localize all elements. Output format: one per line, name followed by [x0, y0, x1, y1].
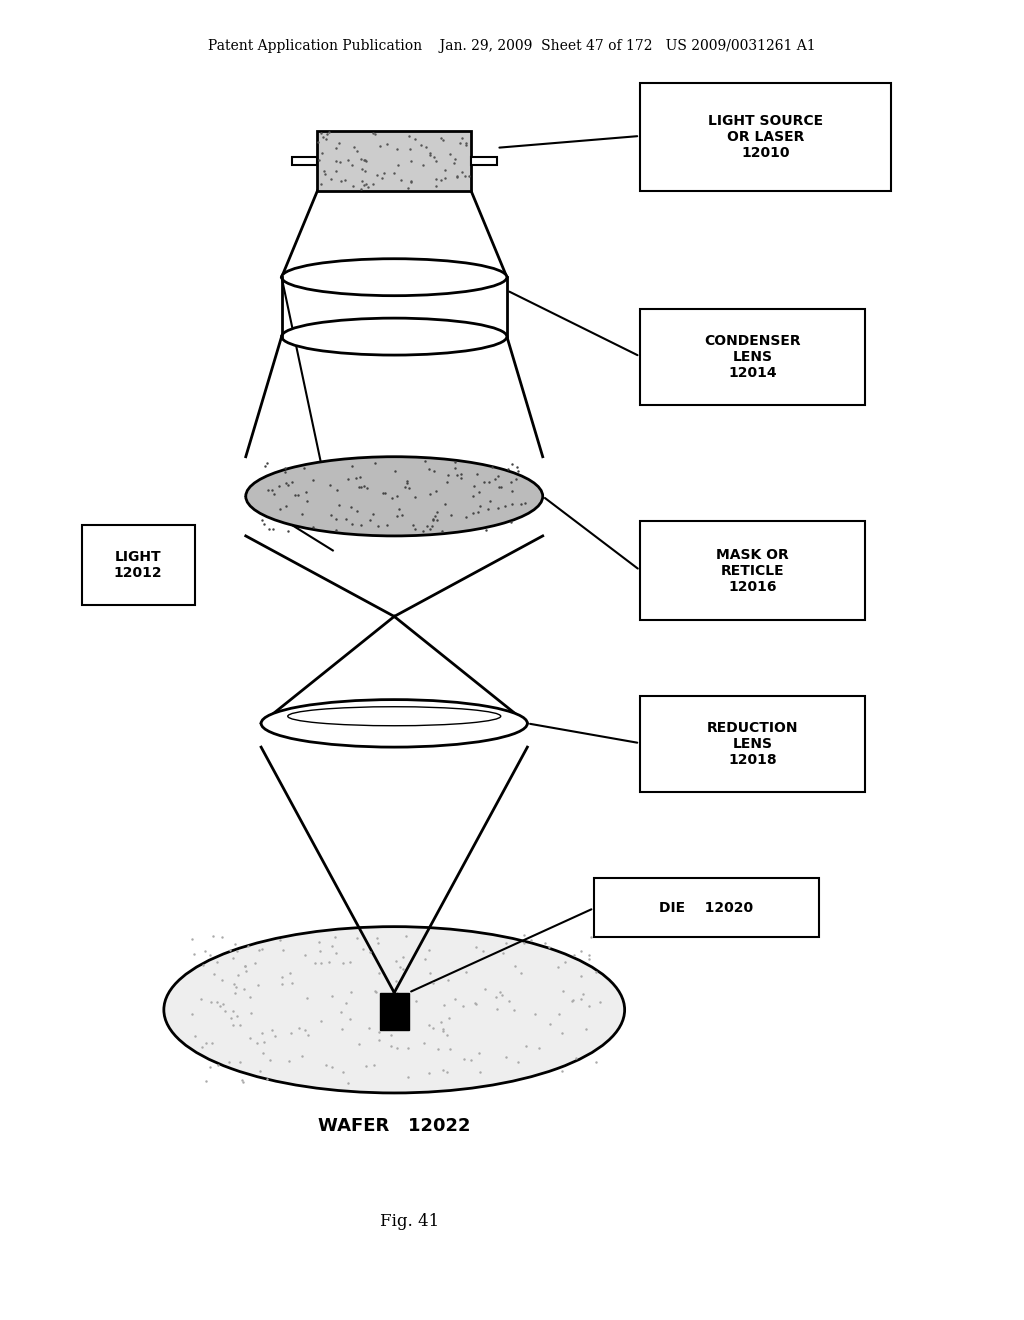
- Text: Fig. 41: Fig. 41: [380, 1213, 439, 1229]
- Ellipse shape: [288, 706, 501, 726]
- Text: MASK OR
RETICLE
12016: MASK OR RETICLE 12016: [716, 548, 790, 594]
- FancyBboxPatch shape: [292, 157, 317, 165]
- Ellipse shape: [261, 700, 527, 747]
- FancyBboxPatch shape: [317, 131, 471, 190]
- Bar: [380, 993, 409, 1030]
- FancyBboxPatch shape: [640, 696, 865, 792]
- Text: LIGHT SOURCE
OR LASER
12010: LIGHT SOURCE OR LASER 12010: [708, 114, 823, 161]
- Ellipse shape: [164, 927, 625, 1093]
- Ellipse shape: [246, 457, 543, 536]
- Text: LIGHT
12012: LIGHT 12012: [114, 550, 163, 579]
- FancyBboxPatch shape: [640, 521, 865, 620]
- FancyBboxPatch shape: [471, 157, 497, 165]
- Ellipse shape: [282, 318, 507, 355]
- Text: DIE    12020: DIE 12020: [659, 900, 754, 915]
- Text: Patent Application Publication    Jan. 29, 2009  Sheet 47 of 172   US 2009/00312: Patent Application Publication Jan. 29, …: [208, 40, 816, 53]
- FancyBboxPatch shape: [82, 525, 195, 605]
- FancyBboxPatch shape: [640, 309, 865, 405]
- Bar: [282, 277, 507, 337]
- Text: REDUCTION
LENS
12018: REDUCTION LENS 12018: [707, 721, 799, 767]
- Text: CONDENSER
LENS
12014: CONDENSER LENS 12014: [705, 334, 801, 380]
- FancyBboxPatch shape: [594, 878, 819, 937]
- Text: WAFER   12022: WAFER 12022: [318, 1117, 470, 1135]
- FancyBboxPatch shape: [640, 83, 891, 191]
- Ellipse shape: [282, 259, 507, 296]
